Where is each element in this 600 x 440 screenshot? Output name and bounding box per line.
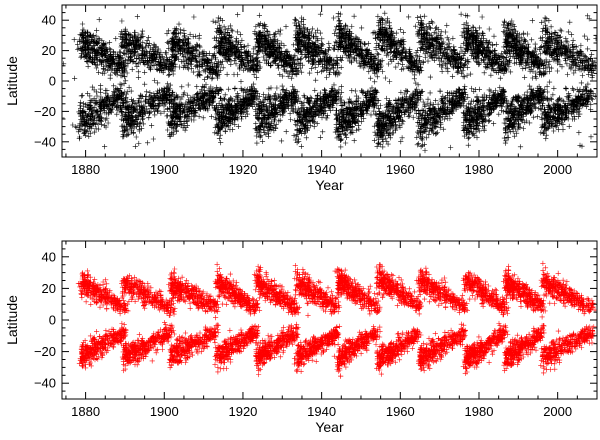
top-scatter-markers: [62, 10, 597, 154]
top-x-tick-label: 1900: [150, 162, 179, 177]
top-x-tick-label: 2000: [543, 162, 572, 177]
bottom-x-tick-label: 1920: [228, 404, 257, 419]
bottom-x-tick-label: 1960: [386, 404, 415, 419]
top-y-tick-labels: −40 −20 0 20 40: [34, 13, 56, 150]
top-x-tick-labels: 1880 1900 1920 1940 1960 1980 2000: [71, 162, 572, 177]
top-x-axis-label: Year: [315, 177, 344, 193]
bottom-x-tick-label: 2000: [543, 404, 572, 419]
bottom-x-tick-label: 1940: [307, 404, 336, 419]
bottom-plot-frame: [61, 240, 598, 400]
bottom-x-tick-label: 1880: [71, 404, 100, 419]
top-y-tick-label: 20: [42, 43, 56, 58]
bottom-panel: 1880 1900 1920 1940 1960 1980 2000 −40 −20 0 20 40…: [4, 240, 598, 435]
bottom-x-tick-label: 1900: [150, 404, 179, 419]
top-y-tick-label: 0: [49, 74, 56, 89]
top-x-tick-label: 1940: [307, 162, 336, 177]
bottom-y-tick-labels: −40 −20 0 20 40: [34, 249, 56, 390]
bottom-y-tick-label: −40: [34, 376, 56, 391]
bottom-x-axis-label: Year: [315, 419, 344, 435]
top-scatter-points: [62, 10, 597, 154]
top-y-axis-label: Latitude: [4, 56, 20, 106]
top-x-tick-label: 1880: [71, 162, 100, 177]
bottom-scatter-points: [75, 260, 597, 379]
top-y-tick-label: −40: [34, 134, 56, 149]
bottom-y-tick-label: 20: [42, 281, 56, 296]
bottom-scatter-markers: [75, 260, 597, 379]
bottom-x-tick-label: 1980: [465, 404, 494, 419]
top-x-tick-label: 1920: [228, 162, 257, 177]
top-y-tick-label: 40: [42, 13, 56, 28]
top-y-tick-label: −20: [34, 104, 56, 119]
bottom-x-tick-labels: 1880 1900 1920 1940 1960 1980 2000: [71, 404, 572, 419]
bottom-y-tick-label: 40: [42, 249, 56, 264]
bottom-y-tick-label: −20: [34, 344, 56, 359]
top-x-tick-label: 1980: [465, 162, 494, 177]
bottom-y-axis-label: Latitude: [4, 295, 20, 345]
top-ticks: [62, 4, 598, 158]
top-x-tick-label: 1960: [386, 162, 415, 177]
bottom-y-tick-label: 0: [49, 313, 56, 328]
bottom-ticks: [62, 240, 598, 400]
